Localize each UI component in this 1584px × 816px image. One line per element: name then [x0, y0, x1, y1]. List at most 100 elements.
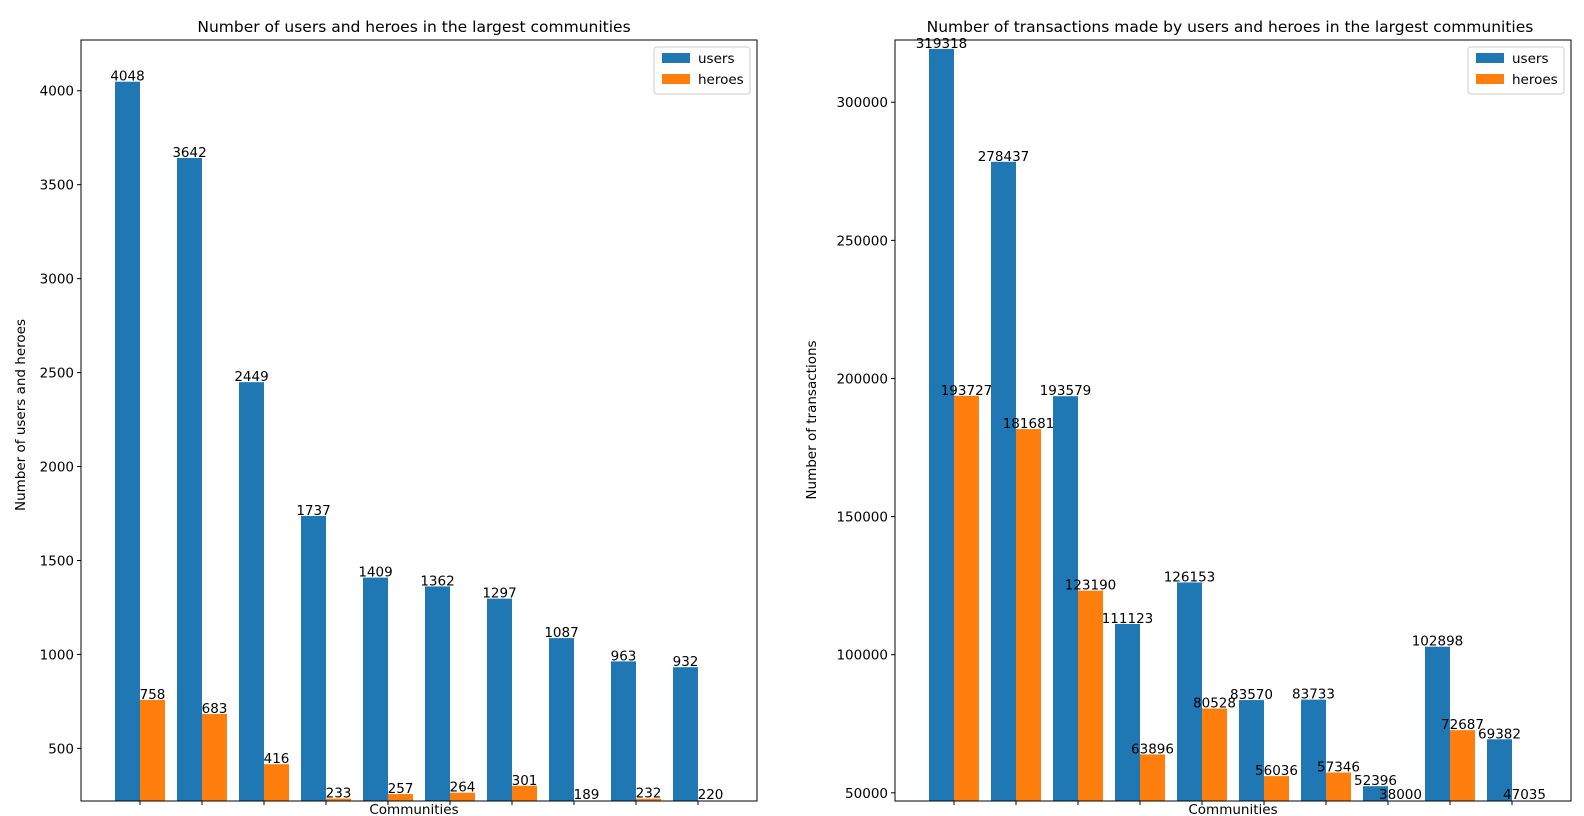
data-label-users-8: 52396	[1354, 773, 1397, 789]
data-label-users-1: 4048	[110, 69, 144, 85]
y-tick-label: 1500	[40, 553, 74, 569]
data-label-heroes-5: 257	[388, 781, 414, 797]
data-label-heroes-10: 47035	[1503, 787, 1546, 803]
data-label-heroes-3: 123190	[1065, 578, 1117, 594]
data-label-heroes-4: 233	[326, 786, 352, 802]
data-label-users-9: 102898	[1412, 634, 1464, 650]
bar-heroes-5	[1202, 708, 1227, 801]
data-label-heroes-8: 38000	[1379, 787, 1422, 803]
data-label-users-10: 69382	[1478, 726, 1521, 742]
bar-heroes-5	[388, 794, 413, 801]
y-tick-label: 300000	[836, 95, 888, 111]
bar-users-2	[177, 158, 202, 802]
y-tick-label: 100000	[836, 648, 888, 664]
data-label-users-2: 3642	[172, 145, 206, 161]
bar-users-3	[1053, 396, 1078, 801]
bar-heroes-4	[1140, 754, 1165, 801]
data-label-users-6: 83570	[1230, 687, 1273, 703]
data-label-heroes-3: 416	[264, 751, 290, 767]
bar-users-5	[363, 577, 388, 801]
bar-users-10	[673, 667, 698, 801]
data-label-heroes-6: 264	[450, 780, 476, 796]
transactions-chart: Number of transactions made by users and…	[804, 18, 1572, 816]
bar-users-1	[115, 81, 140, 802]
legend-label-users: users	[1512, 51, 1548, 67]
data-label-heroes-6: 56036	[1255, 763, 1298, 779]
y-tick-label: 500	[48, 741, 74, 757]
data-label-users-5: 1409	[358, 565, 392, 581]
data-label-heroes-8: 189	[574, 787, 600, 803]
plot-frame	[80, 39, 758, 802]
bar-users-2	[991, 161, 1016, 802]
bar-heroes-4	[326, 798, 351, 801]
data-label-heroes-9: 232	[636, 786, 662, 802]
bar-heroes-1	[140, 699, 165, 801]
y-tick-label: 3000	[40, 272, 74, 288]
y-axis: 500 1000 1500 2000 2500 3000 3500 4000	[40, 84, 699, 805]
chart-title: Number of users and heroes in the larges…	[197, 18, 630, 36]
bars	[115, 81, 698, 802]
data-label-heroes-7: 57346	[1317, 760, 1360, 776]
bar-users-6	[425, 586, 450, 801]
bar-heroes-1	[954, 395, 979, 801]
bar-heroes-3	[264, 764, 289, 801]
bar-users-8	[1363, 786, 1388, 801]
bar-users-5	[1177, 582, 1202, 801]
x-axis-label: Communities	[1188, 802, 1277, 816]
bar-users-9	[611, 661, 636, 801]
data-label-users-9: 963	[611, 648, 637, 664]
bar-heroes-2	[1016, 429, 1041, 801]
data-labels: 319318 193727 278437 181681 193579 123190 1111…	[916, 36, 1546, 803]
bar-heroes-3	[1078, 590, 1103, 801]
bar-heroes-7	[512, 785, 537, 801]
y-tick-label: 2000	[40, 460, 74, 476]
bar-users-1	[929, 48, 954, 801]
data-label-heroes-5: 80528	[1193, 695, 1236, 711]
data-label-users-1: 319318	[916, 36, 968, 52]
bar-users-4	[1115, 623, 1140, 801]
data-label-heroes-2: 683	[202, 701, 228, 717]
data-label-heroes-4: 63896	[1131, 741, 1174, 757]
y-tick-label: 1000	[40, 647, 74, 663]
y-axis-label: Number of users and heroes	[13, 319, 29, 511]
y-tick-label: 2500	[40, 366, 74, 382]
bar-users-6	[1239, 700, 1264, 801]
bar-heroes-6	[1264, 776, 1289, 801]
data-label-users-2: 278437	[978, 149, 1030, 165]
y-axis: 50000 100000 150000 200000 250000 300000	[836, 95, 1513, 805]
bars	[929, 48, 1512, 802]
plot-frame	[894, 39, 1572, 802]
data-label-users-3: 2449	[234, 369, 268, 385]
bar-heroes-7	[1326, 772, 1351, 801]
bar-users-7	[487, 598, 512, 801]
data-label-heroes-10: 220	[698, 787, 724, 803]
data-label-users-10: 932	[673, 654, 699, 670]
legend-swatch-users	[1476, 53, 1504, 63]
data-label-heroes-1: 758	[140, 687, 166, 703]
y-tick-label: 50000	[845, 786, 888, 802]
legend: users heroes	[653, 46, 751, 95]
bar-users-7	[1301, 699, 1326, 801]
legend-label-users: users	[698, 51, 734, 67]
data-label-heroes-9: 72687	[1441, 717, 1484, 733]
data-label-heroes-1: 193727	[941, 383, 993, 399]
y-tick-label: 3500	[40, 178, 74, 194]
data-label-heroes-7: 301	[512, 773, 538, 789]
data-label-users-6: 1362	[420, 573, 454, 589]
data-label-users-8: 1087	[544, 625, 578, 641]
users-heroes-chart: Number of users and heroes in the larges…	[13, 18, 758, 816]
data-label-heroes-2: 181681	[1003, 416, 1055, 432]
y-tick-label: 150000	[836, 510, 888, 526]
bar-users-9	[1425, 646, 1450, 801]
y-axis-label: Number of transactions	[804, 340, 820, 499]
bar-users-4	[301, 515, 326, 801]
data-label-users-4: 111123	[1102, 611, 1154, 627]
data-label-users-4: 1737	[296, 503, 330, 519]
y-tick-label: 200000	[836, 371, 888, 387]
legend-label-heroes: heroes	[698, 72, 744, 88]
legend-swatch-users	[662, 53, 690, 63]
x-axis-label: Communities	[369, 802, 458, 816]
y-tick-label: 250000	[836, 233, 888, 249]
